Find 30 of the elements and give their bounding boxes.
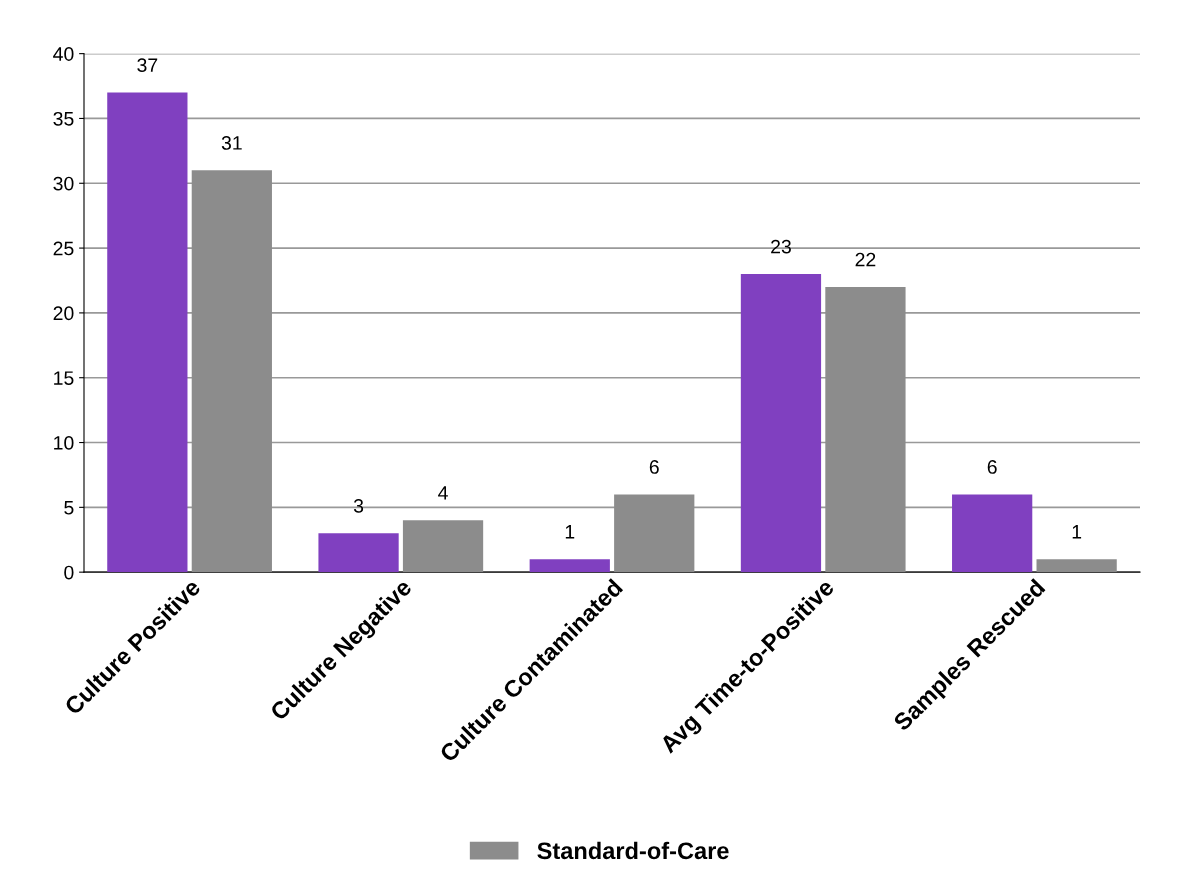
data-label: 3 <box>353 498 364 513</box>
y-tick-label: 15 <box>54 371 74 385</box>
bar <box>191 170 272 573</box>
y-tick-label: 30 <box>53 176 74 191</box>
y-tick-label: 0 <box>64 565 74 580</box>
y-tick-label: 35 <box>53 111 74 126</box>
bar <box>402 520 484 573</box>
data-label: 23 <box>771 239 791 254</box>
bar <box>825 286 906 573</box>
y-tick-label: 25 <box>53 241 74 256</box>
bar <box>318 533 399 573</box>
y-tick-label: 10 <box>54 436 74 450</box>
bar <box>614 494 695 573</box>
y-tick-label: 5 <box>64 501 74 515</box>
bar <box>529 559 610 573</box>
data-label: 31 <box>221 136 242 150</box>
data-label: 37 <box>137 58 158 73</box>
data-label: 1 <box>565 525 575 539</box>
bar <box>740 274 822 573</box>
bar <box>1036 559 1117 573</box>
y-tick-label: 20 <box>53 306 74 321</box>
data-label: 1 <box>1072 525 1082 539</box>
bar <box>107 92 188 573</box>
data-label: 6 <box>987 460 997 474</box>
bar <box>952 494 1033 573</box>
data-label: 4 <box>438 486 448 500</box>
legend-label: Standard-of-Care <box>537 841 729 860</box>
data-label: 6 <box>649 460 659 474</box>
data-label: 22 <box>855 252 876 267</box>
y-tick-label: 40 <box>53 47 74 61</box>
